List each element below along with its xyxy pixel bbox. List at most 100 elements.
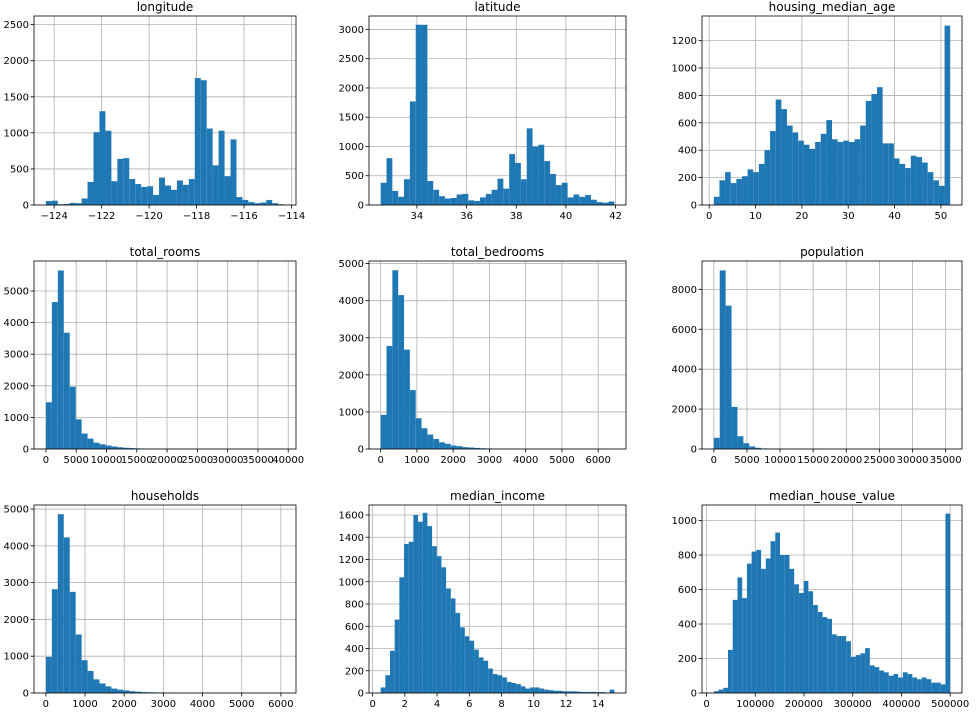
histogram-bar — [386, 345, 393, 449]
axes-frame — [33, 15, 297, 206]
histogram-bar — [865, 648, 870, 693]
histogram-bar — [585, 195, 591, 205]
subplot-longitude: −124 −122 −120 −118 −116 −114 0 500 1000 1500 2000… — [4, 0, 306, 222]
histogram-bar — [905, 168, 911, 205]
histogram-bar — [444, 198, 451, 205]
histogram-bar — [882, 143, 889, 205]
histogram-bar — [427, 526, 433, 693]
histogram-bar — [399, 577, 405, 693]
histogram-bar — [820, 133, 827, 205]
histogram-bar — [75, 634, 82, 693]
histogram-bar — [450, 197, 457, 205]
histogram-bar — [63, 332, 70, 449]
x-tick-label: 30000 — [212, 455, 244, 466]
y-tick-label: 2000 — [339, 370, 364, 381]
histogram-bar — [398, 196, 405, 205]
histogram-bar — [860, 125, 866, 205]
y-tick-label: 600 — [345, 622, 364, 633]
histogram-bar — [789, 568, 795, 693]
histogram-bar — [869, 665, 875, 693]
histogram-bar — [418, 521, 423, 693]
histogram-bar — [81, 433, 88, 449]
histogram-bar — [99, 683, 106, 693]
histogram-bar — [567, 691, 573, 693]
x-tick-label: 14 — [592, 699, 605, 710]
y-tick-label: 1000 — [339, 142, 364, 153]
axes-frame — [368, 15, 627, 206]
y-tick-label: 4000 — [4, 318, 29, 329]
histogram-bar — [736, 178, 742, 205]
x-tick-label: 25000 — [181, 455, 213, 466]
histogram-bar — [938, 185, 945, 205]
x-tick-label: 20000 — [830, 455, 862, 466]
histogram-bar — [415, 418, 422, 449]
histogram-bar — [525, 688, 531, 693]
x-tick-label: 30 — [842, 211, 855, 222]
y-tick-label: 4000 — [4, 541, 29, 552]
histogram-bar — [93, 679, 100, 693]
histogram-bar — [826, 120, 832, 205]
x-tick-label: 0 — [706, 211, 712, 222]
x-tick-label: 3000 — [477, 455, 502, 466]
x-tick-label: 10 — [527, 699, 540, 710]
x-tick-label: 0 — [711, 455, 717, 466]
histogram-bar — [809, 148, 816, 205]
y-tick-label: 1000 — [672, 64, 697, 75]
x-tick-label: 40000 — [272, 455, 304, 466]
histogram-bar — [45, 656, 52, 693]
histogram-bar — [879, 670, 885, 693]
y-tick-label: 600 — [678, 585, 697, 596]
histogram-bar — [188, 179, 195, 205]
histogram-bar — [248, 202, 255, 205]
histogram-bar — [808, 591, 814, 693]
x-tick-label: 10000 — [91, 455, 123, 466]
histogram-bar — [590, 199, 597, 205]
subplot-title: total_rooms — [130, 245, 201, 259]
x-tick-label: 6 — [466, 699, 472, 710]
histogram-bar — [884, 672, 889, 693]
x-tick-label: 20 — [796, 211, 809, 222]
histogram-bar — [727, 649, 733, 693]
histogram-bar — [595, 692, 601, 693]
histogram-bar — [129, 691, 136, 693]
histogram-bar — [713, 691, 719, 693]
y-tick-label: 0 — [691, 445, 697, 456]
y-tick-label: 1000 — [4, 652, 29, 663]
histogram-bar — [488, 668, 493, 693]
x-tick-label: 6000 — [268, 699, 293, 710]
histogram-bar — [548, 690, 554, 693]
histogram-bar — [129, 179, 136, 205]
histogram-bar — [902, 672, 908, 693]
x-tick-label: −120 — [135, 211, 162, 222]
x-tick-label: 2 — [402, 699, 408, 710]
histogram-bar — [544, 689, 549, 693]
histogram-bar — [224, 176, 231, 205]
histogram-bar — [786, 125, 793, 205]
y-tick-label: 4000 — [672, 365, 697, 376]
histogram-bar — [893, 158, 900, 205]
histogram-bar — [602, 202, 609, 205]
histogram-bar — [436, 556, 442, 693]
histogram-bar — [380, 182, 387, 205]
histogram-bar — [725, 172, 731, 205]
histogram-bar — [176, 180, 183, 205]
x-tick-label: 34 — [411, 211, 424, 222]
histogram-bar — [555, 185, 562, 205]
y-tick-label: 5000 — [4, 287, 29, 298]
x-tick-label: 100000 — [736, 699, 774, 710]
histogram-bar — [75, 419, 82, 449]
histogram-bar — [874, 667, 880, 693]
histogram-bar — [737, 577, 743, 693]
histogram-bar — [538, 144, 545, 205]
histogram-bar — [105, 686, 112, 693]
y-tick-label: 4000 — [339, 296, 364, 307]
histogram-bar — [898, 677, 903, 693]
histogram-bar — [511, 682, 517, 693]
histogram-bar — [421, 428, 428, 449]
histogram-bar — [99, 111, 106, 205]
subplot-median-house-value: 0 100000 200000 300000 400000 500000 0 200 400 60… — [672, 489, 970, 710]
histogram-bar — [69, 202, 76, 205]
histogram-bar — [747, 169, 754, 205]
x-tick-label: 35000 — [242, 455, 274, 466]
